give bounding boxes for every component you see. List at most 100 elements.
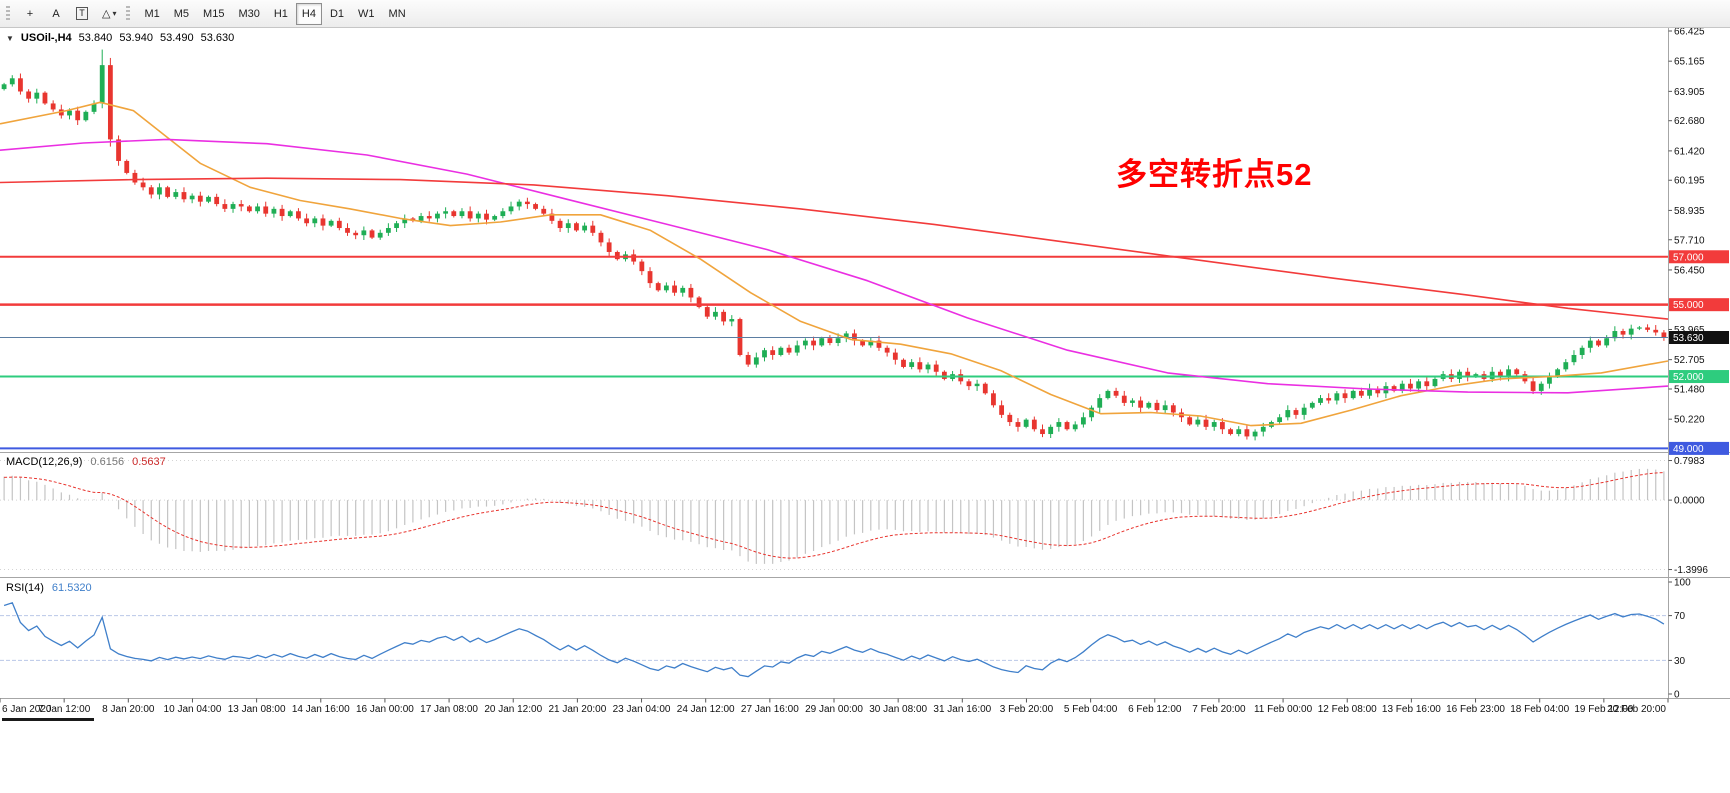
price-tag-52.000 [1669,370,1729,384]
svg-text:55.000: 55.000 [1673,300,1704,311]
macd-main-value: 0.6156 [90,456,125,468]
rsi-scale[interactable]: 100 70 30 0 [1668,578,1692,701]
chevron-down-icon: ▾ [112,9,117,18]
price-tag-49.000 [1669,441,1729,455]
text-label-tool-button[interactable]: T [70,3,94,25]
price-label: 53.965 [1674,325,1705,336]
ma-line-slow-red[interactable] [0,177,1669,320]
price-label: 60.195 [1674,176,1705,187]
price-label: 61.420 [1674,146,1705,157]
timeframe-m15-button[interactable]: M15 [197,3,230,25]
candlestick-series [1,49,1667,441]
price-label: 51.480 [1674,384,1705,395]
svg-text:53.630: 53.630 [1673,333,1704,344]
macd-signal-value: 0.5637 [132,456,166,468]
horizontal-lines[interactable] [0,255,1668,450]
macd-scale-label: 0.7983 [1674,456,1705,467]
macd-label: MACD(12,26,9) [6,456,83,468]
timeframe-d1-button[interactable]: D1 [324,3,350,25]
text-tool-icon: A [52,7,60,20]
macd-histogram [3,468,1665,564]
time-label: 10 Jan 04:00 [164,704,222,715]
crosshair-glyph: + [26,7,34,20]
macd-header: MACD(12,26,9) 0.6156 0.5637 [6,456,166,468]
chart-background[interactable] [0,28,1730,793]
timeframe-m30-button[interactable]: M30 [232,3,265,25]
time-label: 7 Feb 20:00 [1192,704,1246,715]
price-tag-55.000 [1669,298,1729,312]
timeframe-h1-button[interactable]: H1 [268,3,294,25]
chart-header: ▼ USOil-,H4 53.840 53.940 53.490 53.630 [6,32,234,44]
chart-region: 66.425 65.165 63.905 62.680 61.420 60.195 58.9… [0,28,1730,793]
shapes-dropdown-button[interactable]: △ ▾ [96,3,122,25]
timeframe-h4-button[interactable]: H4 [295,2,322,25]
time-label: 16 Feb 23:00 [1446,704,1505,715]
shapes-icon: △ [102,8,111,20]
time-label: 8 Jan 20:00 [102,704,155,715]
toolbar-grip-2[interactable] [126,5,131,22]
high-value: 53.940 [119,32,153,44]
time-label: 27 Jan 16:00 [741,704,799,715]
text-label-icon: T [76,7,88,20]
price-label: 66.425 [1674,28,1705,37]
svg-text:49.000: 49.000 [1673,444,1704,455]
text-tool-button[interactable]: A [44,3,68,25]
low-value: 53.490 [159,32,194,44]
timeframe-w1-button[interactable]: W1 [352,3,381,25]
open-value: 53.840 [78,32,113,44]
time-label: 13 Jan 08:00 [228,704,286,715]
time-label: 23 Jan 04:00 [613,704,671,715]
rsi-scale-label: 100 [1674,578,1691,589]
collapse-icon[interactable]: ▼ [6,33,14,43]
annotation-text[interactable]: 多空转折点52 [1116,157,1313,192]
rsi-scale-label: 0 [1674,690,1680,701]
macd-scale[interactable]: 0.7983 0.0000 -1.3996 [1668,456,1709,576]
time-label: 13 Feb 16:00 [1382,704,1441,715]
rsi-level-lines [0,615,1668,661]
price-label: 58.935 [1674,206,1705,217]
price-label: 56.450 [1674,265,1705,276]
price-label: 50.220 [1674,415,1705,426]
timeframe-m1-button[interactable]: M1 [138,3,165,25]
ma-line-medium-magenta[interactable] [0,138,1669,394]
time-label: 19 Feb 12:00 [1574,704,1633,715]
time-label: 24 Jan 12:00 [677,704,735,715]
time-label: 29 Jan 00:00 [805,704,863,715]
crosshair-icon[interactable]: + [18,3,42,25]
timeframe-m5-button[interactable]: M5 [168,3,195,25]
rsi-header: RSI(14) 61.5320 [6,582,92,594]
price-label: 57.710 [1674,235,1705,246]
time-label: 6 Jan 2020 [2,704,52,715]
time-label: 16 Jan 00:00 [356,704,414,715]
price-label: 52.705 [1674,355,1705,366]
toolbar-grip[interactable] [6,5,10,22]
time-label: 11 Feb 00:00 [1254,704,1313,715]
macd-signal-line [4,472,1664,559]
time-label: 3 Feb 20:00 [1000,704,1054,715]
chart-canvas[interactable]: 66.425 65.165 63.905 62.680 61.420 60.195 58.9… [0,28,1730,793]
price-scale[interactable]: 66.425 65.165 63.905 62.680 61.420 60.195 58.9… [1668,28,1730,455]
time-label: 12 Feb 08:00 [1318,704,1377,715]
close-value: 53.630 [200,32,235,44]
time-label: 21 Jan 20:00 [548,704,606,715]
time-label: 14 Jan 16:00 [292,704,350,715]
rsi-scale-label: 70 [1674,611,1686,622]
symbol-label: USOil-,H4 [20,32,72,44]
svg-text:52.000: 52.000 [1673,372,1704,383]
rsi-label: RSI(14) [6,582,44,594]
time-label: 5 Feb 04:00 [1064,704,1118,715]
time-label: 31 Jan 16:00 [933,704,991,715]
price-label: 65.165 [1674,57,1705,68]
time-label: 18 Feb 04:00 [1510,704,1569,715]
h-scrollbar-thumb[interactable] [2,718,94,721]
macd-scale-label: -1.3996 [1674,565,1708,576]
price-tag-57.000 [1669,250,1729,264]
svg-text:57.000: 57.000 [1673,252,1704,263]
timeframe-mn-button[interactable]: MN [383,3,412,25]
time-label: 6 Feb 12:00 [1128,704,1182,715]
macd-scale-label: 0.0000 [1674,496,1705,507]
price-label: 62.680 [1674,116,1705,127]
rsi-value: 61.5320 [51,582,92,594]
